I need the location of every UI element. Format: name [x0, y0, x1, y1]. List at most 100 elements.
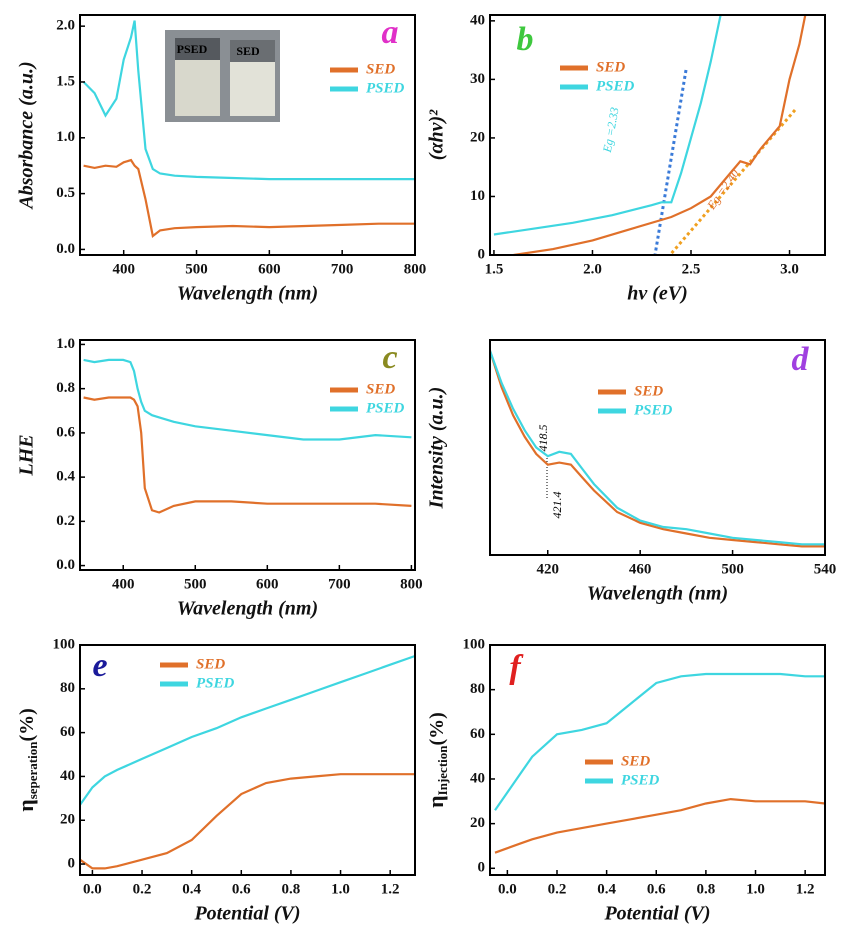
y-label-unit: (%)	[16, 708, 38, 741]
series-line	[488, 350, 825, 546]
series-line	[82, 20, 415, 181]
panel: SED PSED 0.0 0.2 0.4 0.6 0.8 1.0 1.2 0 20 40 60 80 100…	[13, 636, 416, 925]
y-tick-label: 60	[60, 724, 75, 740]
y-tick-label: 40	[470, 12, 485, 28]
y-label-symbol: η	[423, 795, 448, 808]
x-tick-label: 600	[258, 261, 281, 277]
panel-letter: d	[792, 341, 810, 378]
y-tick-label: 20	[470, 129, 485, 145]
y-tick-label: 0.0	[56, 557, 75, 573]
panel-letter: b	[517, 21, 534, 58]
x-tick-label: 600	[256, 576, 279, 592]
y-tick-label: 0.5	[56, 185, 75, 201]
x-tick-label: 0.8	[282, 881, 301, 897]
y-tick-label: 40	[60, 768, 75, 784]
x-tick-label: 800	[400, 576, 423, 592]
y-axis-label: (αhν)²	[426, 109, 448, 160]
y-tick-label: 0	[478, 246, 486, 262]
x-tick-label: 500	[721, 561, 744, 577]
panel-letter: c	[382, 339, 397, 376]
x-tick-label: 0.6	[232, 881, 251, 897]
x-tick-label: 700	[331, 261, 354, 277]
panel-letter: f	[509, 649, 524, 686]
x-tick-label: 0.4	[597, 881, 616, 897]
plot-frame	[79, 339, 416, 571]
annotation: Eg =2.33	[600, 106, 622, 154]
x-tick-label: 0.0	[83, 881, 102, 897]
y-tick-label: 80	[470, 681, 485, 697]
legend-label: PSED	[366, 80, 405, 96]
series-line	[83, 396, 412, 514]
film	[230, 62, 275, 116]
annotation: PSED	[177, 42, 208, 56]
y-tick-label: 1.0	[56, 336, 75, 352]
y-label-subscript: Injection	[435, 745, 450, 796]
plot-frame	[489, 14, 826, 256]
series-line	[513, 14, 807, 257]
x-tick-label: 540	[814, 561, 837, 577]
legend-label: PSED	[366, 400, 405, 416]
x-tick-label: 0.8	[697, 881, 716, 897]
y-axis-label: Intensity (a.u.)	[426, 387, 448, 510]
series-line	[488, 350, 825, 548]
x-axis-label: hv (eV)	[627, 283, 688, 305]
x-tick-label: 500	[184, 576, 207, 592]
panel-letter: e	[92, 647, 107, 684]
y-axis-label: LHE	[16, 434, 38, 476]
film	[175, 60, 220, 116]
y-tick-label: 0	[478, 860, 486, 876]
legend-label: SED	[196, 656, 225, 672]
x-tick-label: 1.2	[381, 881, 400, 897]
y-tick-label: 2.0	[56, 18, 75, 34]
y-axis-label: ηInjection(%)	[423, 712, 450, 808]
x-tick-label: 400	[112, 576, 135, 592]
y-tick-label: 0.6	[56, 424, 75, 440]
legend-label: SED	[634, 383, 663, 399]
legend-label: PSED	[634, 402, 673, 418]
series-line	[83, 358, 412, 441]
series-line	[83, 158, 415, 238]
legend-label: PSED	[596, 78, 635, 94]
x-tick-label: 800	[404, 261, 427, 277]
legend-label: SED	[366, 61, 395, 77]
x-tick-label: 500	[185, 261, 208, 277]
x-tick-label: 0.6	[647, 881, 666, 897]
annotation: Eg =2.40	[704, 167, 742, 213]
y-tick-label: 100	[53, 636, 76, 652]
y-label-symbol: η	[13, 799, 38, 812]
x-tick-label: 2.5	[682, 261, 701, 277]
y-tick-label: 1.0	[56, 129, 75, 145]
series-line	[494, 672, 825, 811]
y-tick-label: 30	[470, 71, 485, 87]
y-tick-label: 0.8	[56, 380, 75, 396]
x-axis-label: Wavelength (nm)	[177, 598, 318, 620]
tangent	[653, 69, 688, 256]
panel: SED PSED 0.0 0.2 0.4 0.6 0.8 1.0 1.2 0 20 40 60 80 100…	[423, 636, 826, 925]
x-tick-label: 2.0	[583, 261, 602, 277]
panel: SED PSED 1.5 2.0 2.5 3.0 0 10 20 30 40 hv (eV) (αhν)…	[426, 12, 826, 305]
y-tick-label: 0.2	[56, 513, 75, 529]
x-tick-label: 0.4	[182, 881, 201, 897]
y-tick-label: 0	[68, 855, 76, 871]
annotation: 421.4	[550, 492, 564, 519]
annotation: SED	[236, 44, 260, 58]
plot-frame	[79, 644, 416, 876]
y-tick-label: 10	[470, 188, 485, 204]
plot-frame	[489, 339, 826, 556]
y-tick-label: 1.5	[56, 73, 75, 89]
y-axis-label: Absorbance (a.u.)	[16, 61, 38, 210]
x-tick-label: 1.2	[796, 881, 815, 897]
x-tick-label: 420	[537, 561, 560, 577]
plot-frame	[79, 14, 416, 256]
x-tick-label: 0.2	[548, 881, 567, 897]
x-tick-label: 1.5	[485, 261, 504, 277]
x-tick-label: 1.0	[331, 881, 350, 897]
plot-frame	[489, 644, 826, 876]
x-tick-label: 1.0	[746, 881, 765, 897]
series-line	[494, 797, 826, 854]
film-top	[175, 38, 220, 60]
x-tick-label: 0.2	[133, 881, 152, 897]
x-axis-label: Potential (V)	[603, 903, 710, 925]
x-axis-label: Wavelength (nm)	[587, 583, 728, 605]
x-tick-label: 3.0	[780, 261, 799, 277]
